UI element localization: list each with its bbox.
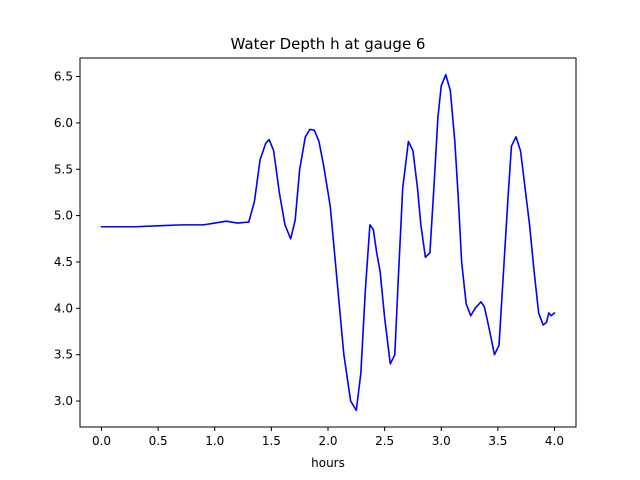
y-tick-label: 4.5 bbox=[54, 255, 73, 269]
x-tick-label: 0.5 bbox=[149, 434, 168, 448]
x-tick-label: 1.5 bbox=[262, 434, 281, 448]
y-tick-label: 3.5 bbox=[54, 348, 73, 362]
x-tick-label: 1.0 bbox=[205, 434, 224, 448]
series-line-0 bbox=[100, 73, 556, 412]
plot-area: 0.0 0.5 1.0 1.5 2.0 2.5 3.0 3.5 4.0 3.0 3.5 4.0 4.5 5… bbox=[54, 57, 577, 448]
x-tick-label: 3.5 bbox=[488, 434, 507, 448]
x-tick-label: 4.0 bbox=[545, 434, 564, 448]
y-tick-label: 6.0 bbox=[54, 116, 73, 130]
x-axis-label: hours bbox=[311, 456, 345, 470]
x-tick-label: 2.5 bbox=[375, 434, 394, 448]
x-tick-label: 3.0 bbox=[432, 434, 451, 448]
chart-title: Water Depth h at gauge 6 bbox=[231, 35, 426, 53]
y-tick-label: 6.5 bbox=[54, 70, 73, 84]
y-tick-label: 3.0 bbox=[54, 394, 73, 408]
y-tick-label: 4.0 bbox=[54, 301, 73, 315]
y-tick-label: 5.0 bbox=[54, 209, 73, 223]
x-tick-label: 2.0 bbox=[318, 434, 337, 448]
x-tick-label: 0.0 bbox=[92, 434, 111, 448]
y-tick-label: 5.5 bbox=[54, 162, 73, 176]
